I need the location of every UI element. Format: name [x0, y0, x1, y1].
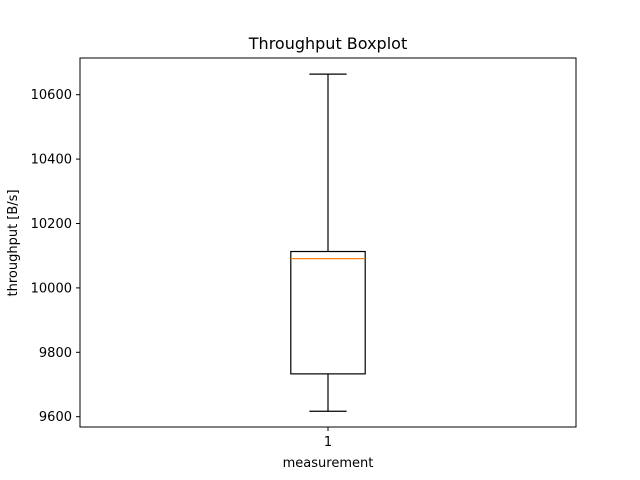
y-tick-label: 10400: [31, 153, 72, 168]
x-tick-label: 1: [324, 435, 332, 450]
y-axis-label: throughput [B/s]: [6, 189, 21, 296]
x-axis-label: measurement: [283, 456, 374, 471]
interquartile-box: [290, 250, 366, 375]
chart-title: Throughput Boxplot: [248, 34, 407, 53]
y-tick-label: 10600: [31, 88, 72, 103]
y-tick-label: 9600: [39, 410, 72, 425]
y-tick-label: 9800: [39, 346, 72, 361]
y-tick-label: 10000: [31, 281, 72, 296]
y-tick-label: 10200: [31, 217, 72, 232]
plot-area-frame: [79, 57, 577, 428]
